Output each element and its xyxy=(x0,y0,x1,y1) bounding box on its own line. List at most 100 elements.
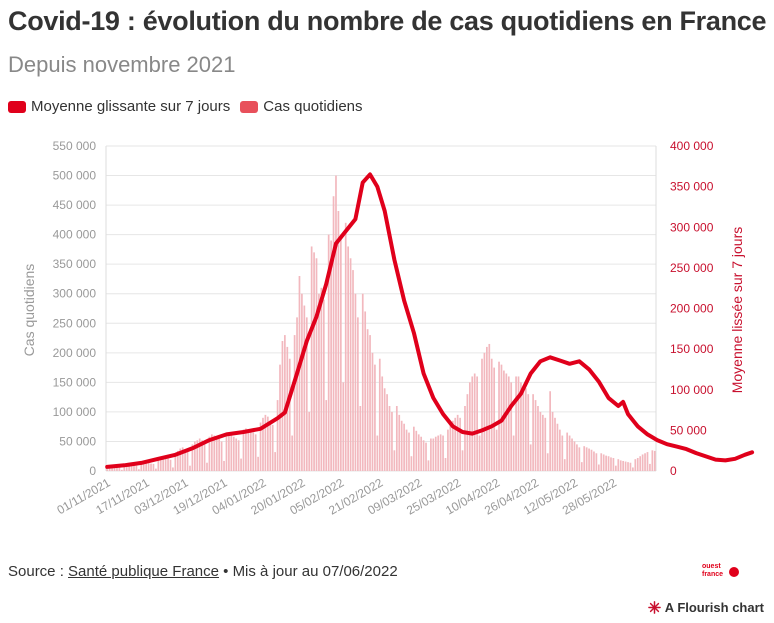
bar[interactable] xyxy=(512,435,515,471)
bar[interactable] xyxy=(335,175,337,471)
bar[interactable] xyxy=(193,441,196,471)
bar[interactable] xyxy=(449,423,452,471)
bar[interactable] xyxy=(135,465,138,471)
bar[interactable] xyxy=(515,376,517,471)
bar[interactable] xyxy=(288,358,291,471)
bar[interactable] xyxy=(493,367,496,471)
bar[interactable] xyxy=(498,361,500,471)
bar[interactable] xyxy=(293,335,296,471)
bar[interactable] xyxy=(232,436,235,471)
bar[interactable] xyxy=(585,447,588,471)
bar[interactable] xyxy=(653,450,656,471)
bar[interactable] xyxy=(539,411,542,471)
bar[interactable] xyxy=(230,434,233,471)
bar[interactable] xyxy=(490,358,493,471)
bar[interactable] xyxy=(537,406,539,471)
bar[interactable] xyxy=(478,435,481,471)
bar[interactable] xyxy=(434,436,437,471)
bar[interactable] xyxy=(408,432,410,471)
bar[interactable] xyxy=(172,467,174,471)
bar[interactable] xyxy=(364,311,367,471)
bar[interactable] xyxy=(111,466,113,471)
bar[interactable] xyxy=(386,394,388,471)
bar[interactable] xyxy=(169,459,172,471)
bar[interactable] xyxy=(269,420,272,471)
bar[interactable] xyxy=(164,456,167,471)
bar[interactable] xyxy=(342,382,345,471)
bar[interactable] xyxy=(439,434,442,471)
bar[interactable] xyxy=(240,458,242,471)
bar[interactable] xyxy=(252,432,255,471)
bar[interactable] xyxy=(505,373,508,472)
bar[interactable] xyxy=(337,211,340,471)
bar[interactable] xyxy=(116,466,118,471)
bar[interactable] xyxy=(430,438,432,472)
bar[interactable] xyxy=(191,444,194,471)
bar[interactable] xyxy=(189,465,191,471)
bar[interactable] xyxy=(264,414,267,471)
bar[interactable] xyxy=(627,462,629,471)
bar[interactable] xyxy=(215,437,218,471)
bar[interactable] xyxy=(451,420,454,471)
bar[interactable] xyxy=(566,432,569,471)
bar[interactable] xyxy=(313,252,315,471)
bar[interactable] xyxy=(371,352,374,471)
bar[interactable] xyxy=(532,394,534,471)
bar[interactable] xyxy=(400,420,403,471)
bar[interactable] xyxy=(320,287,323,471)
bar[interactable] xyxy=(213,435,216,471)
bar[interactable] xyxy=(629,462,632,471)
bar[interactable] xyxy=(610,457,612,471)
bar[interactable] xyxy=(228,433,230,471)
bar[interactable] xyxy=(296,317,298,471)
bar[interactable] xyxy=(549,391,551,471)
bar[interactable] xyxy=(576,444,578,471)
bar[interactable] xyxy=(159,459,162,471)
bar[interactable] xyxy=(398,414,401,471)
bar[interactable] xyxy=(303,305,306,471)
bar[interactable] xyxy=(327,234,330,471)
legend-item-daily[interactable]: Cas quotidiens xyxy=(240,98,363,115)
bar[interactable] xyxy=(349,258,352,471)
bar[interactable] xyxy=(495,429,498,471)
bar[interactable] xyxy=(590,449,593,471)
bar[interactable] xyxy=(454,417,457,471)
bar[interactable] xyxy=(381,376,384,471)
bar[interactable] xyxy=(374,364,376,471)
bar[interactable] xyxy=(245,428,247,471)
bar[interactable] xyxy=(174,453,177,471)
bar[interactable] xyxy=(425,442,427,471)
bar[interactable] xyxy=(186,451,189,472)
bar[interactable] xyxy=(140,463,143,471)
bar[interactable] xyxy=(417,434,420,471)
bar[interactable] xyxy=(206,462,208,471)
bar[interactable] xyxy=(118,467,121,471)
flourish-credit[interactable]: A Flourish chart xyxy=(647,600,764,615)
bar[interactable] xyxy=(203,442,206,471)
bar[interactable] xyxy=(442,435,444,471)
bar[interactable] xyxy=(486,346,488,471)
bar[interactable] xyxy=(113,466,116,471)
bar[interactable] xyxy=(563,459,566,471)
bar[interactable] xyxy=(147,462,150,471)
bar[interactable] xyxy=(473,373,476,472)
bar[interactable] xyxy=(612,458,615,471)
bar[interactable] xyxy=(391,411,393,471)
bar[interactable] xyxy=(422,440,425,471)
bar[interactable] xyxy=(559,429,561,471)
bar[interactable] xyxy=(150,463,152,471)
bar[interactable] xyxy=(120,469,123,471)
bar[interactable] xyxy=(208,436,211,471)
bar[interactable] xyxy=(157,460,160,471)
bar[interactable] xyxy=(546,453,549,471)
bar[interactable] xyxy=(556,423,559,471)
bar[interactable] xyxy=(352,270,354,471)
bar[interactable] xyxy=(571,438,573,472)
bar[interactable] xyxy=(617,459,620,471)
bar[interactable] xyxy=(145,463,148,471)
bar[interactable] xyxy=(622,460,624,471)
bar[interactable] xyxy=(130,464,133,471)
bar[interactable] xyxy=(242,429,245,471)
bar[interactable] xyxy=(325,400,328,471)
bar[interactable] xyxy=(106,469,109,471)
